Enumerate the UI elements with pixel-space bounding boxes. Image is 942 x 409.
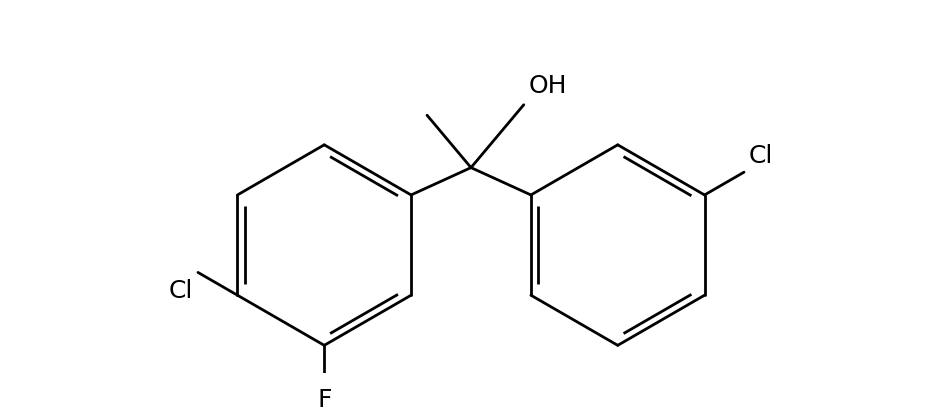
Text: Cl: Cl xyxy=(169,278,193,302)
Text: OH: OH xyxy=(528,74,567,98)
Text: Cl: Cl xyxy=(749,143,773,167)
Text: F: F xyxy=(317,387,332,409)
